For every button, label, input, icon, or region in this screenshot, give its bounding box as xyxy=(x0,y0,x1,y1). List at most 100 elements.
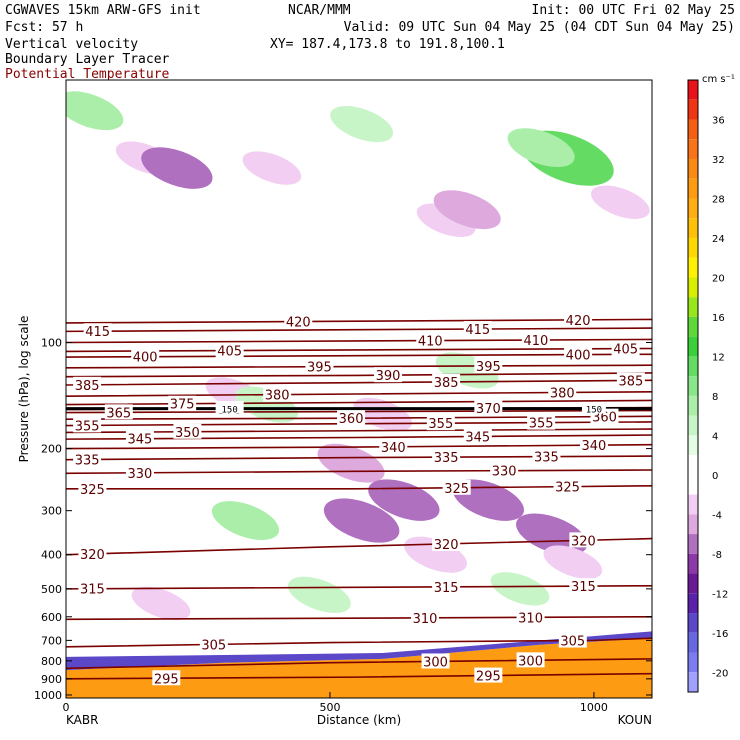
header-model: CGWAVES 15km ARW-GFS init xyxy=(5,3,201,18)
theta-label-bg xyxy=(199,636,228,652)
theta-line-300 xyxy=(66,658,652,670)
x-axis-left-endpoint: KABR xyxy=(66,713,98,727)
colorbar-tick-24: 24 xyxy=(712,234,725,245)
theta-label-315-0: 315 xyxy=(80,583,105,598)
theta-label-bg xyxy=(558,632,587,648)
theta-label-bg xyxy=(463,321,492,337)
theta-label-bg xyxy=(337,410,366,426)
vv-cell-8 xyxy=(507,128,575,168)
theta-label-bg xyxy=(104,404,133,420)
theta-label-bg xyxy=(374,367,403,383)
colorbar-tick--4: -4 xyxy=(712,510,722,521)
theta-label-bg xyxy=(421,653,450,669)
theta-label-bg xyxy=(410,609,439,625)
colorbar-swatch-3 xyxy=(688,139,698,159)
header-field-vertical-velocity: Vertical velocity xyxy=(5,37,138,52)
theta-label-bg xyxy=(125,430,154,446)
theta-label-bg xyxy=(173,423,202,439)
colorbar-frame xyxy=(687,79,699,693)
colorbar-tick-32: 32 xyxy=(712,155,725,166)
theta-label-355-2: 355 xyxy=(529,417,554,432)
theta-label-bg xyxy=(263,386,292,402)
theta-label-300-0: 300 xyxy=(423,655,448,670)
theta-label-bg xyxy=(442,479,471,495)
theta-label-380-1: 380 xyxy=(550,386,575,401)
theta-label-bg xyxy=(474,357,503,373)
theta-label-bg xyxy=(416,332,445,348)
theta-label-345-1: 345 xyxy=(465,430,490,445)
colorbar-tick-20: 20 xyxy=(712,273,725,284)
header-field-theta: Potential Temperature xyxy=(5,67,170,82)
colorbar-swatch-25 xyxy=(688,593,698,614)
colorbar-swatch-13 xyxy=(688,336,698,357)
theta-label-325-0: 325 xyxy=(80,483,105,498)
theta-label-bg xyxy=(548,384,577,400)
theta-label-bg xyxy=(78,480,107,496)
theta-label-bg xyxy=(579,437,608,453)
header-init: Init: 00 UTC Fri 02 May 25 xyxy=(532,3,736,18)
theta-label-375-0: 375 xyxy=(170,398,195,413)
theta-label-bg xyxy=(569,578,598,594)
theta-line-310 xyxy=(66,615,652,621)
theta-label-bg xyxy=(553,478,582,494)
y-tick-label-300: 300 xyxy=(41,505,62,518)
theta-label-420-0: 420 xyxy=(286,316,311,331)
theta-label-bg xyxy=(521,332,550,348)
theta-line-320 xyxy=(66,537,652,556)
theta-label-bg xyxy=(284,313,313,329)
colorbar-tick-0: 0 xyxy=(712,471,718,482)
theta-label-bg xyxy=(215,342,244,358)
theta-label-340-0: 340 xyxy=(381,441,406,456)
colorbar-swatch-16 xyxy=(688,395,698,416)
theta-label-bg xyxy=(490,462,519,478)
colorbar-swatch-11 xyxy=(688,297,698,317)
theta-label-bg xyxy=(432,449,461,465)
y-tick-label-1000: 1000 xyxy=(34,689,62,702)
theta-label-bg xyxy=(432,578,461,594)
colorbar-swatch-0 xyxy=(688,80,698,100)
colorbar-tick--12: -12 xyxy=(712,589,728,600)
colorbar-swatch-26 xyxy=(688,613,698,633)
y-axis-label: Pressure (hPa), log scale xyxy=(17,316,31,463)
theta-label-345-0: 345 xyxy=(127,433,152,448)
theta-label-300-1: 300 xyxy=(518,654,543,669)
theta-label-390-0: 390 xyxy=(376,369,401,384)
theta-label-bg xyxy=(569,532,598,548)
colorbar-tick-28: 28 xyxy=(712,194,725,205)
theta-label-310-1: 310 xyxy=(518,611,543,626)
y-tick-label-500: 500 xyxy=(41,583,62,596)
theta-line-395 xyxy=(66,364,652,369)
theta-label-295-0: 295 xyxy=(154,672,179,687)
x-axis-right-endpoint: KOUN xyxy=(618,713,652,727)
vv-cell-4 xyxy=(330,105,394,143)
theta-label-415-0: 415 xyxy=(85,325,110,340)
colorbar-swatch-9 xyxy=(688,257,698,278)
theta-label-325-2: 325 xyxy=(555,481,580,496)
vv-cell-14 xyxy=(317,443,385,483)
theta-label-bg xyxy=(616,372,645,388)
plot-area: 295 295 300 300 305 305 310 310 315 315 315 320 320 3… xyxy=(65,79,653,699)
colorbar-swatch-18 xyxy=(688,435,698,456)
colorbar-swatch-28 xyxy=(688,652,698,673)
boundary-layer-shading xyxy=(66,631,652,698)
theta-line-330 xyxy=(66,469,652,475)
colorbar-swatch-2 xyxy=(688,119,698,140)
colorbar-tick-16: 16 xyxy=(712,313,725,324)
theta-line-345 xyxy=(66,434,652,440)
theta-label-330-1: 330 xyxy=(492,465,517,480)
y-tick-label-800: 800 xyxy=(41,655,62,668)
colorbar-swatch-24 xyxy=(688,573,698,594)
theta-line-400 xyxy=(66,353,652,358)
vertical-velocity-shading xyxy=(66,91,650,621)
theta-label-bg xyxy=(73,451,102,467)
theta-label-bg xyxy=(611,340,640,356)
theta-label-310-0: 310 xyxy=(413,612,438,627)
theta-label-305-1: 305 xyxy=(560,635,585,650)
colorbar-swatch-1 xyxy=(688,99,698,120)
theta-label-bg xyxy=(516,609,545,625)
vv-cell-19 xyxy=(287,576,351,613)
colorbar: 36 32 28 24 20 16 12 8 4 0 -4 -8 -12 -16 -20 xyxy=(687,79,728,693)
theta-label-305-0: 305 xyxy=(201,638,226,653)
vv-cell-15 xyxy=(368,479,440,521)
